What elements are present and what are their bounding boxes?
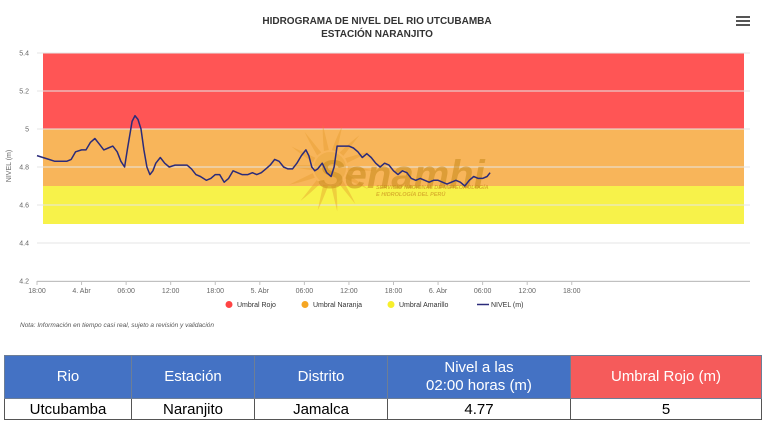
sun-ray <box>304 132 322 156</box>
legend-item: NIVEL (m) <box>477 302 523 309</box>
chart-legend: Umbral Rojo Umbral Naranja Umbral Amarillo… <box>225 301 523 309</box>
header-nivel-line-1: Nivel a las <box>444 359 514 376</box>
x-tick-label: 06:00 <box>117 288 135 295</box>
sun-ray <box>300 180 321 201</box>
x-tick-label: 18:00 <box>385 288 403 295</box>
sun-ray <box>317 184 329 211</box>
legend-marker-0 <box>225 301 233 308</box>
header-rio: Rio <box>4 355 132 399</box>
sun-core <box>314 152 346 184</box>
cell-distrito: Jamalca <box>254 398 388 420</box>
sun-ray <box>347 165 374 171</box>
sun-ray <box>338 180 356 204</box>
y-tick-label: 5.2 <box>19 89 29 96</box>
hamburger-menu-icon[interactable] <box>736 16 750 28</box>
chart-title: HIDROGRAMA DE NIVEL DEL RIO UTCUBAMBA <box>262 16 491 27</box>
legend-item: Umbral Naranja <box>301 301 362 309</box>
x-tick-label: 06:00 <box>296 288 314 295</box>
legend-item: Umbral Amarillo <box>387 301 449 309</box>
sun-ray <box>322 124 329 152</box>
y-tick-label: 4.4 <box>19 241 29 248</box>
x-tick-label: 6. Abr <box>429 288 448 295</box>
legend-label: Umbral Amarillo <box>399 302 449 309</box>
series-line-nivel <box>36 114 491 187</box>
x-tick-label: 12:00 <box>162 288 180 295</box>
header-estacion: Estación <box>131 355 255 399</box>
sun-ray <box>344 173 369 190</box>
legend-label: Umbral Rojo <box>237 302 276 309</box>
header-distrito: Distrito <box>254 355 388 399</box>
y-tick-label: 5 <box>25 127 29 134</box>
header-umbral-rojo: Umbral Rojo (m) <box>570 355 762 399</box>
header-nivel: Nivel a las 02:00 horas (m) <box>387 355 571 399</box>
y-tick-label: 4.6 <box>19 203 29 210</box>
x-tick-label: 4. Abr <box>72 288 91 295</box>
legend-marker-2 <box>387 301 395 308</box>
table-row: Utcubamba Naranjito Jamalca 4.77 5 <box>4 398 762 420</box>
chart-note: Nota: Información en tiempo casi real, s… <box>20 322 214 329</box>
sun-ray <box>331 125 343 152</box>
cell-estacion: Naranjito <box>131 398 255 420</box>
sun-ray <box>331 184 338 212</box>
y-tick-label: 5.4 <box>19 51 29 58</box>
y-axis-ticks: 4.2 4.4 4.6 4.8 5 5.2 5.4 <box>19 51 29 286</box>
x-tick-label: 18:00 <box>206 288 224 295</box>
cell-umbral-rojo: 5 <box>570 398 762 420</box>
summary-header-row: Rio Estación Distrito Nivel a las 02:00 … <box>4 355 762 399</box>
y-tick-label: 4.8 <box>19 165 29 172</box>
legend-item: Umbral Rojo <box>225 301 276 309</box>
sun-ray <box>286 165 313 171</box>
x-tick-label: 18:00 <box>28 288 46 295</box>
header-nivel-line-2: 02:00 horas (m) <box>426 377 532 394</box>
x-axis-ticks: 18:00 4. Abr 06:00 12:00 18:00 5. Abr 06:00 12:… <box>28 281 581 295</box>
summary-table: Rio Estación Distrito Nivel a las 02:00 … <box>4 355 762 420</box>
legend-label: Umbral Naranja <box>313 302 362 309</box>
cell-rio: Utcubamba <box>4 398 132 420</box>
legend-marker-1 <box>301 301 309 308</box>
cell-nivel: 4.77 <box>387 398 571 420</box>
chart-subtitle: ESTACIÓN NARANJITO <box>321 27 433 40</box>
watermark-logo-text: Senamhi <box>318 153 486 197</box>
watermark-line-2: E HIDROLOGÍA DEL PERÚ <box>376 191 446 198</box>
x-tick-label: 12:00 <box>518 288 536 295</box>
y-axis-title: NIVEL (m) <box>6 150 13 182</box>
legend-label: NIVEL (m) <box>491 302 523 309</box>
series-nivel <box>36 114 491 187</box>
x-tick-label: 18:00 <box>563 288 581 295</box>
sun-ray <box>345 151 371 163</box>
x-tick-label: 06:00 <box>474 288 492 295</box>
threshold-bands <box>43 53 744 224</box>
hydrograph-chart: HIDROGRAMA DE NIVEL DEL RIO UTCUBAMBA ES… <box>6 16 750 329</box>
y-tick-label: 4.2 <box>19 279 29 286</box>
x-tick-label: 5. Abr <box>251 288 270 295</box>
watermark-line-1: SERVICIO NACIONAL DE METEOROLOGÍA <box>376 184 489 191</box>
x-tick-label: 12:00 <box>340 288 358 295</box>
sun-ray <box>289 173 315 185</box>
